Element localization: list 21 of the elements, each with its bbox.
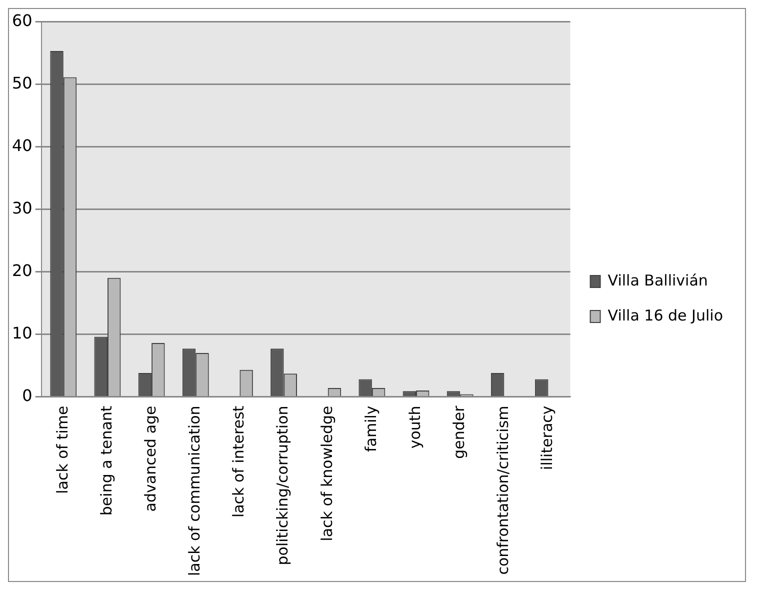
- legend-label: Villa Ballivián: [608, 271, 708, 290]
- x-tick-label: lack of communication: [186, 406, 204, 576]
- y-tick-label: 60: [12, 10, 32, 30]
- y-tick-label: 40: [12, 136, 32, 155]
- x-tick-label: youth: [406, 406, 424, 449]
- x-tick-label: lack of time: [53, 406, 72, 494]
- y-tick-label: 30: [12, 198, 32, 218]
- x-tick-label: illiteracy: [538, 406, 556, 470]
- x-tick-label: being a tenant: [97, 406, 116, 516]
- x-tick-label: lack of interest: [230, 406, 248, 518]
- x-tick-label: politicking/corruption: [274, 406, 292, 566]
- y-tick-label: 20: [12, 260, 32, 280]
- x-tick-label: confrontation/criticism: [494, 406, 512, 575]
- y-tick-label: 50: [12, 73, 32, 92]
- x-tick-label: lack of knowledge: [318, 406, 336, 542]
- legend-label: Villa 16 de Julio: [608, 306, 724, 324]
- x-tick-label: advanced age: [141, 406, 160, 512]
- x-tick-label: family: [362, 406, 380, 452]
- y-tick-label: 0: [22, 386, 32, 405]
- x-tick-label: gender: [450, 404, 468, 459]
- y-tick-label: 10: [12, 323, 32, 342]
